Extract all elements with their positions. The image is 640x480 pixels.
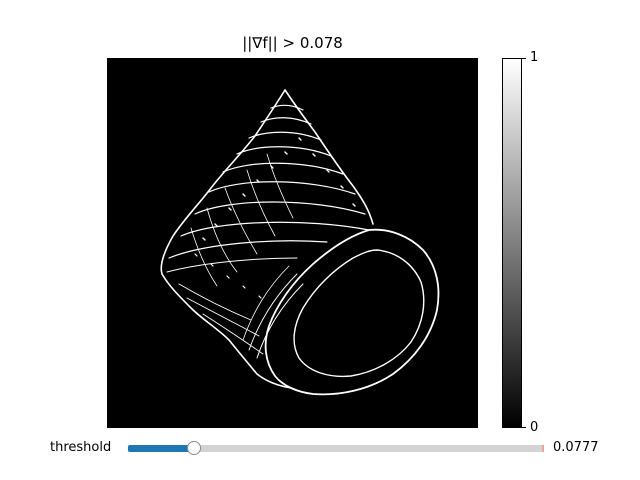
plot-title: ||∇f|| > 0.078 [242,34,343,52]
shell-edge-drawing [160,89,440,396]
slider-handle[interactable] [187,441,201,455]
slider-end-marker [542,445,544,452]
threshold-slider[interactable] [128,441,544,455]
slider-value: 0.0777 [553,440,599,455]
colorbar-tick-max [522,58,526,59]
slider-fill [128,445,194,452]
colorbar-tick-min [522,427,526,428]
colorbar [502,58,522,428]
colorbar-max-label: 1 [530,50,539,65]
colorbar-min-label: 0 [530,420,539,435]
edge-image [107,58,478,428]
slider-label: threshold [50,440,112,455]
